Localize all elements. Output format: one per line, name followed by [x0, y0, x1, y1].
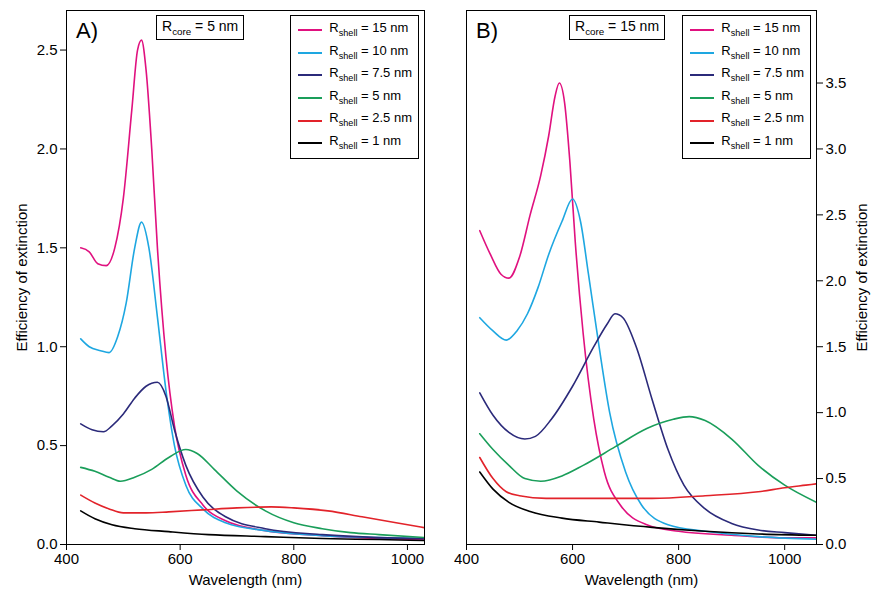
svg-text:3.5: 3.5 — [826, 74, 847, 91]
svg-text:0.0: 0.0 — [826, 535, 847, 552]
svg-text:600: 600 — [560, 550, 585, 567]
html-text:Rshell= 2.5 nm: Rshell= 2.5 nm — [329, 110, 412, 128]
svg-text:3.0: 3.0 — [826, 140, 847, 157]
html-text:B): B) — [476, 18, 498, 43]
svg-text:Wavelength (nm): Wavelength (nm) — [585, 571, 699, 588]
svg-text:2.5: 2.5 — [37, 41, 58, 58]
html-text:Rshell= 1 nm: Rshell= 1 nm — [721, 133, 794, 151]
svg-text:2.0: 2.0 — [37, 140, 58, 157]
svg-text:800: 800 — [281, 550, 306, 567]
html-text:A): A) — [76, 18, 98, 43]
html-text:Rshell= 15 nm: Rshell= 15 nm — [329, 20, 409, 38]
svg-text:800: 800 — [666, 550, 691, 567]
svg-text:Wavelength (nm): Wavelength (nm) — [189, 571, 303, 588]
svg-text:0.5: 0.5 — [37, 436, 58, 453]
svg-text:1.5: 1.5 — [37, 239, 58, 256]
html-text:Rshell= 15 nm: Rshell= 15 nm — [721, 20, 801, 38]
svg-text:1000: 1000 — [391, 550, 424, 567]
svg-text:Efficiency of extinction: Efficiency of extinction — [853, 203, 870, 351]
html-text:Rshell= 10 nm: Rshell= 10 nm — [721, 42, 801, 61]
svg-text:400: 400 — [54, 550, 79, 567]
svg-text:0.5: 0.5 — [826, 469, 847, 486]
html-text:Rshell= 5 nm: Rshell= 5 nm — [721, 87, 794, 106]
html-text:Rshell= 1 nm: Rshell= 1 nm — [329, 133, 402, 151]
html-text:Rshell= 2.5 nm: Rshell= 2.5 nm — [721, 110, 804, 128]
svg-text:0.0: 0.0 — [36, 535, 58, 553]
html-text:Rcore= 15 nm: Rcore= 15 nm — [575, 18, 660, 37]
html-text:Rshell= 7.5 nm: Rshell= 7.5 nm — [721, 65, 804, 83]
svg-text:1.5: 1.5 — [826, 338, 847, 355]
svg-text:1000: 1000 — [768, 550, 801, 567]
svg-text:1.0: 1.0 — [37, 338, 58, 355]
svg-text:2.5: 2.5 — [826, 206, 847, 223]
html-text:Rshell= 7.5 nm: Rshell= 7.5 nm — [329, 65, 412, 83]
svg-text:600: 600 — [168, 550, 193, 567]
html-text:Rcore= 5 nm: Rcore= 5 nm — [162, 18, 239, 37]
svg-text:1.0: 1.0 — [826, 403, 847, 420]
svg-text:Efficiency of extinction: Efficiency of extinction — [13, 203, 30, 351]
svg-text:2.0: 2.0 — [826, 272, 847, 289]
html-text:Rshell= 5 nm: Rshell= 5 nm — [329, 87, 402, 106]
html-text:Rshell= 10 nm: Rshell= 10 nm — [329, 42, 409, 61]
svg-text:400: 400 — [454, 550, 479, 567]
